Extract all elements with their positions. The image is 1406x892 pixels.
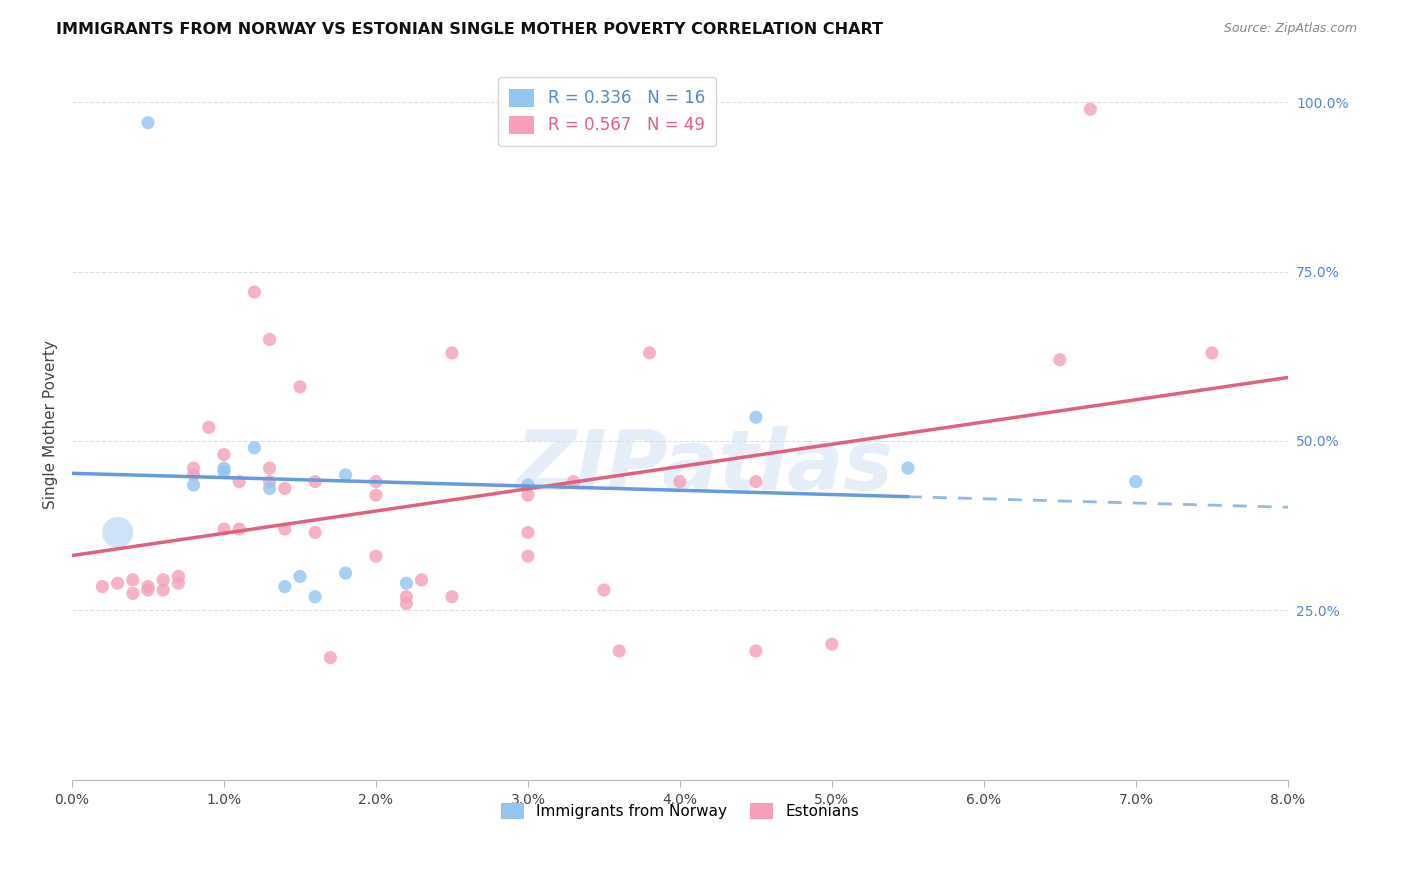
Point [212,465,235,479]
Point [274,482,297,496]
Point [212,448,235,462]
Point [364,475,387,489]
Point [121,586,143,600]
Point [638,346,661,360]
Point [395,590,418,604]
Point [274,580,297,594]
Point [395,576,418,591]
Point [745,644,768,658]
Point [288,380,311,394]
Point [243,441,266,455]
Point [228,475,250,489]
Point [745,410,768,425]
Point [517,488,540,502]
Point [1078,102,1101,116]
Point [1125,475,1147,489]
Point [440,590,463,604]
Point [607,644,630,658]
Point [395,597,418,611]
Point [745,475,768,489]
Point [335,467,357,482]
Point [364,488,387,502]
Point [167,569,190,583]
Point [136,580,159,594]
Point [228,522,250,536]
Point [167,576,190,591]
Text: IMMIGRANTS FROM NORWAY VS ESTONIAN SINGLE MOTHER POVERTY CORRELATION CHART: IMMIGRANTS FROM NORWAY VS ESTONIAN SINGL… [56,22,883,37]
Point [243,285,266,299]
Point [304,475,326,489]
Point [562,475,585,489]
Point [1049,352,1071,367]
Point [107,525,129,540]
Point [411,573,433,587]
Point [183,478,205,492]
Point [259,461,281,475]
Point [274,522,297,536]
Point [107,576,129,591]
Point [212,522,235,536]
Point [440,346,463,360]
Point [91,580,114,594]
Point [517,549,540,563]
Point [517,478,540,492]
Point [821,637,844,651]
Point [121,573,143,587]
Point [304,590,326,604]
Point [897,461,920,475]
Point [198,420,221,434]
Y-axis label: Single Mother Poverty: Single Mother Poverty [44,340,58,508]
Point [183,467,205,482]
Point [183,461,205,475]
Point [1201,346,1223,360]
Point [152,573,174,587]
Point [259,475,281,489]
Point [288,569,311,583]
Point [669,475,692,489]
Point [152,582,174,597]
Point [304,525,326,540]
Point [335,566,357,580]
Point [319,650,342,665]
Point [259,482,281,496]
Point [136,582,159,597]
Text: ZIPatlas: ZIPatlas [516,426,893,508]
Point [364,549,387,563]
Point [517,525,540,540]
Point [259,333,281,347]
Legend: Immigrants from Norway, Estonians: Immigrants from Norway, Estonians [495,797,865,825]
Point [136,116,159,130]
Point [593,582,616,597]
Text: Source: ZipAtlas.com: Source: ZipAtlas.com [1223,22,1357,36]
Point [212,461,235,475]
